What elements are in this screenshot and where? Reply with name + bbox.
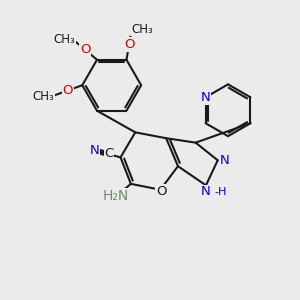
Text: O: O [156, 185, 166, 198]
Text: CH₃: CH₃ [53, 33, 75, 46]
Text: H₂N: H₂N [103, 189, 129, 203]
Text: N: N [90, 144, 100, 157]
Text: CH₃: CH₃ [131, 23, 153, 36]
Text: C: C [104, 147, 114, 160]
Text: N: N [201, 185, 211, 198]
Text: -H: -H [214, 187, 226, 197]
Text: O: O [124, 38, 134, 51]
Text: N: N [219, 154, 229, 167]
Text: CH₃: CH₃ [32, 90, 54, 103]
Text: O: O [63, 84, 73, 97]
Text: O: O [80, 44, 91, 56]
Text: N: N [201, 91, 211, 104]
